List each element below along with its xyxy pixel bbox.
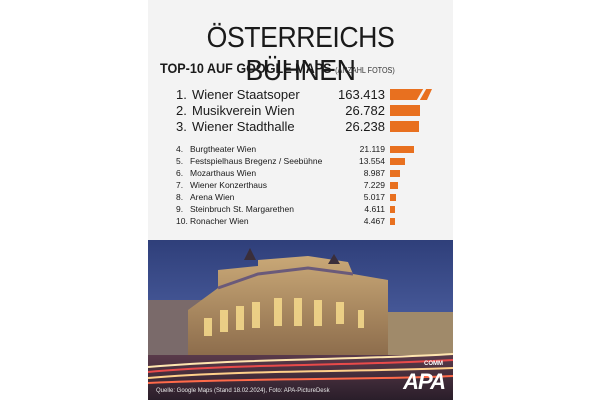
- bar: [390, 105, 420, 116]
- value-label: 5.017: [363, 192, 385, 202]
- bar: [390, 89, 432, 100]
- value-label: 4.467: [363, 216, 385, 226]
- category-label: Musikverein Wien: [192, 103, 295, 118]
- value-label: 21.119: [359, 144, 385, 154]
- infographic-card: ÖSTERREICHS BÜHNEN TOP-10 AUF GOOGLE MAP…: [148, 0, 453, 400]
- category-label: Wiener Stadthalle: [192, 119, 295, 134]
- rank-label: 4.: [176, 144, 184, 154]
- rank-label: 2.: [176, 103, 187, 118]
- chart-title: ÖSTERREICHS BÜHNEN: [206, 22, 395, 87]
- value-label: 163.413: [338, 87, 385, 102]
- category-label: Burgtheater Wien: [190, 144, 257, 154]
- bar: [390, 181, 399, 189]
- category-label: Wiener Staatsoper: [192, 87, 300, 102]
- category-label: Ronacher Wien: [190, 216, 249, 226]
- bar: [390, 121, 420, 132]
- bar: [390, 205, 396, 213]
- logo-sub: COMM: [424, 361, 443, 367]
- rank-label: 8.: [176, 192, 184, 202]
- value-label: 26.782: [345, 103, 385, 118]
- rank-label: 7.: [176, 180, 184, 190]
- logo-text: APA: [403, 369, 446, 394]
- source-note: Quelle: Google Maps (Stand 18.02.2024), …: [156, 388, 330, 394]
- bar: [390, 217, 395, 225]
- rank-label: 10.: [176, 216, 188, 226]
- category-label: Arena Wien: [190, 192, 235, 202]
- category-label: Steinbruch St. Margarethen: [190, 204, 294, 214]
- bar: [390, 145, 414, 153]
- apa-logo: COMM APA: [387, 361, 446, 395]
- rank-label: 9.: [176, 204, 184, 214]
- chart-subtitle: TOP-10 AUF GOOGLE MAPS (ANZAHL FOTOS): [160, 60, 395, 76]
- subtitle-note: (ANZAHL FOTOS): [335, 66, 395, 75]
- bar: [390, 157, 406, 165]
- bar: [390, 193, 396, 201]
- value-label: 8.987: [363, 168, 385, 178]
- bar-break-mark: [415, 89, 428, 100]
- value-label: 4.611: [364, 204, 385, 214]
- rank-label: 3.: [176, 119, 187, 134]
- rank-label: 1.: [176, 87, 187, 102]
- value-label: 13.554: [359, 156, 385, 166]
- rank-label: 6.: [176, 168, 184, 178]
- subtitle-text: TOP-10 AUF GOOGLE MAPS: [160, 60, 332, 76]
- rank-label: 5.: [176, 156, 184, 166]
- category-label: Festspielhaus Bregenz / Seebühne: [190, 156, 323, 166]
- category-label: Wiener Konzerthaus: [190, 180, 268, 190]
- bar: [390, 169, 401, 177]
- value-label: 7.229: [363, 180, 385, 190]
- opera-house-photo: [148, 240, 453, 400]
- category-label: Mozarthaus Wien: [190, 168, 257, 178]
- value-label: 26.238: [345, 119, 385, 134]
